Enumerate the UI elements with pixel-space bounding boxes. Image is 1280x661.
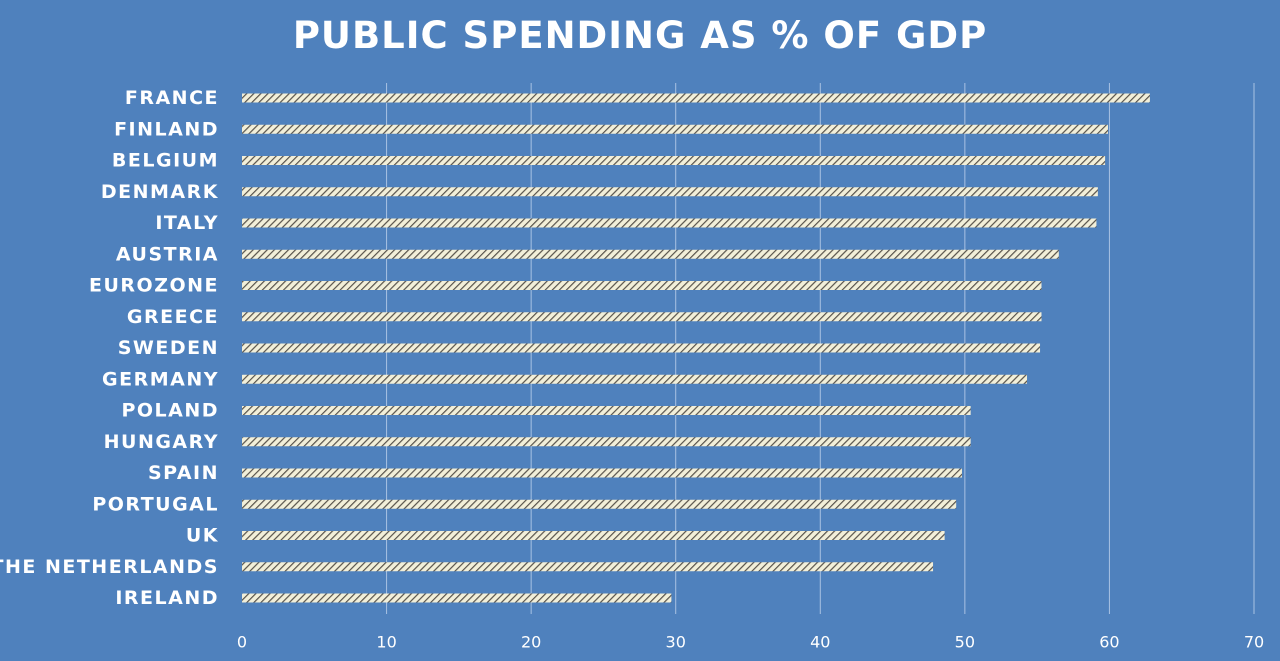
bar-sweden <box>242 343 1041 353</box>
bar-italy <box>242 218 1097 228</box>
category-label-germany: GERMANY <box>102 368 219 390</box>
x-axis-ticks: 0 10 20 30 40 50 60 70 <box>237 633 1264 652</box>
bar-ireland <box>242 593 672 603</box>
bar-germany <box>242 374 1028 384</box>
x-tick-label-30: 30 <box>666 633 686 652</box>
category-labels: FRANCE FINLAND BELGIUM DENMARK ITALY AUSTRIA E… <box>0 87 219 609</box>
category-label-eurozone: EUROZONE <box>89 275 219 297</box>
x-tick-label-0: 0 <box>237 633 247 652</box>
x-tick-label-40: 40 <box>810 633 830 652</box>
category-label-denmark: DENMARK <box>101 181 219 203</box>
x-tick-label-10: 10 <box>376 633 396 652</box>
category-label-greece: GREECE <box>127 306 219 328</box>
x-tick-label-50: 50 <box>955 633 975 652</box>
category-label-portugal: PORTUGAL <box>92 493 219 515</box>
bar-austria <box>242 249 1059 259</box>
bar-uk <box>242 531 945 540</box>
category-label-finland: FINLAND <box>114 118 219 140</box>
category-label-uk: UK <box>186 525 219 547</box>
bars <box>242 93 1150 603</box>
chart-title: PUBLIC SPENDING AS % OF GDP <box>292 14 988 57</box>
category-label-spain: SPAIN <box>148 462 219 484</box>
bar-france <box>242 93 1150 103</box>
bar-spain <box>242 468 962 478</box>
category-label-hungary: HUNGARY <box>104 431 219 453</box>
category-label-the-netherlands: THE NETHERLANDS <box>0 556 219 578</box>
bar-greece <box>242 312 1042 322</box>
category-label-sweden: SWEDEN <box>118 337 219 359</box>
category-label-italy: ITALY <box>155 212 219 234</box>
bar-poland <box>242 406 971 415</box>
bar-hungary <box>242 437 971 447</box>
category-label-austria: AUSTRIA <box>116 243 219 265</box>
category-label-france: FRANCE <box>125 87 219 109</box>
bar-the-netherlands <box>242 562 934 572</box>
category-label-belgium: BELGIUM <box>112 150 219 172</box>
category-label-poland: POLAND <box>121 400 219 422</box>
x-tick-label-70: 70 <box>1244 633 1264 652</box>
bar-denmark <box>242 187 1098 197</box>
bar-belgium <box>242 156 1106 165</box>
x-tick-label-20: 20 <box>521 633 541 652</box>
category-label-ireland: IRELAND <box>115 587 219 609</box>
x-tick-label-60: 60 <box>1099 633 1119 652</box>
bar-portugal <box>242 499 957 509</box>
bar-eurozone <box>242 281 1042 290</box>
bar-finland <box>242 124 1108 134</box>
